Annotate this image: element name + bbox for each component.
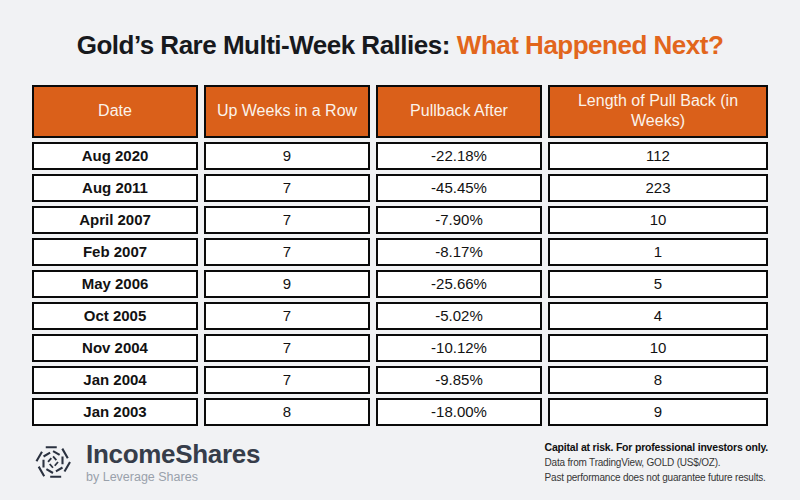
disclaimer-source: Data from TradingView, GOLD (US$/OZ). (545, 455, 768, 470)
date-cell: April 2007 (32, 206, 198, 234)
incomeshares-logo-icon (32, 440, 74, 484)
value-cell: 7 (204, 174, 370, 202)
value-cell: 8 (204, 398, 370, 426)
value-cell: 10 (548, 206, 768, 234)
value-cell: 7 (204, 302, 370, 330)
value-cell: -10.12% (376, 334, 542, 362)
column-header: Up Weeks in a Row (204, 85, 370, 138)
value-cell: 5 (548, 270, 768, 298)
value-cell: -8.17% (376, 238, 542, 266)
value-cell: -9.85% (376, 366, 542, 394)
value-cell: 9 (204, 270, 370, 298)
value-cell: 112 (548, 142, 768, 170)
value-cell: 7 (204, 206, 370, 234)
page-title: Gold’s Rare Multi-Week Rallies:What Happ… (0, 31, 800, 60)
brand-block: IncomeShares by Leverage Shares (32, 440, 260, 484)
value-cell: 8 (548, 366, 768, 394)
disclaimer-performance: Past performance does not guarantee futu… (545, 470, 768, 485)
date-cell: May 2006 (32, 270, 198, 298)
value-cell: -22.18% (376, 142, 542, 170)
date-cell: Jan 2004 (32, 366, 198, 394)
value-cell: 10 (548, 334, 768, 362)
disclaimer-block: Capital at risk. For professional invest… (545, 440, 768, 485)
date-cell: Feb 2007 (32, 238, 198, 266)
value-cell: 1 (548, 238, 768, 266)
value-cell: -7.90% (376, 206, 542, 234)
value-cell: -25.66% (376, 270, 542, 298)
column-header: Date (32, 85, 198, 138)
value-cell: 7 (204, 238, 370, 266)
value-cell: 9 (204, 142, 370, 170)
date-cell: Nov 2004 (32, 334, 198, 362)
brand-subtitle: by Leverage Shares (86, 470, 260, 484)
column-header: Length of Pull Back (in Weeks) (548, 85, 768, 138)
value-cell: 4 (548, 302, 768, 330)
date-cell: Jan 2003 (32, 398, 198, 426)
brand-name: IncomeShares (86, 441, 260, 467)
value-cell: 223 (548, 174, 768, 202)
title-accent: What Happened Next? (457, 30, 723, 60)
value-cell: -45.45% (376, 174, 542, 202)
value-cell: -18.00% (376, 398, 542, 426)
title-main: Gold’s Rare Multi-Week Rallies: (77, 30, 450, 60)
value-cell: 7 (204, 334, 370, 362)
date-cell: Oct 2005 (32, 302, 198, 330)
date-cell: Aug 2011 (32, 174, 198, 202)
date-cell: Aug 2020 (32, 142, 198, 170)
value-cell: -5.02% (376, 302, 542, 330)
value-cell: 7 (204, 366, 370, 394)
rally-table: DateUp Weeks in a RowPullback AfterLengt… (32, 85, 768, 426)
value-cell: 9 (548, 398, 768, 426)
column-header: Pullback After (376, 85, 542, 138)
disclaimer-risk: Capital at risk. For professional invest… (545, 440, 768, 455)
footer: IncomeShares by Leverage Shares Capital … (0, 440, 800, 485)
